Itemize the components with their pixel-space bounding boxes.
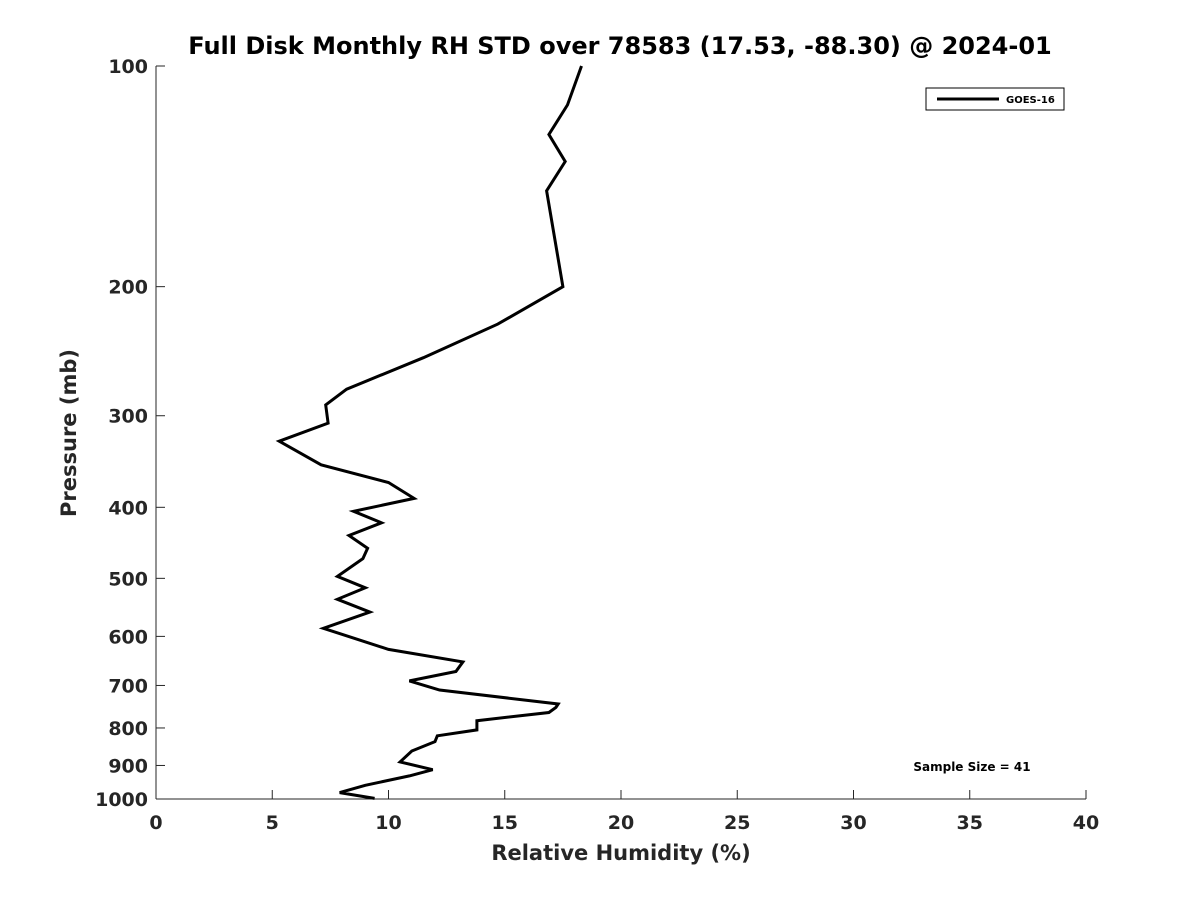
x-axis-label: Relative Humidity (%) — [491, 841, 750, 865]
y-tick-label: 600 — [108, 626, 148, 648]
x-tick-label: 5 — [266, 812, 279, 834]
y-tick-label: 700 — [108, 675, 148, 697]
y-tick-label: 500 — [108, 568, 148, 590]
y-tick-label: 100 — [108, 56, 148, 78]
x-tick-label: 20 — [608, 812, 634, 834]
plot-area — [156, 66, 1086, 799]
y-tick-label: 400 — [108, 497, 148, 519]
series-line-goes16 — [275, 65, 583, 800]
legend: GOES-16 — [925, 87, 1065, 111]
y-tick-label: 200 — [108, 277, 148, 299]
x-tick-label: 35 — [957, 812, 983, 834]
y-tick-label: 900 — [108, 755, 148, 777]
x-tick-label: 30 — [840, 812, 866, 834]
y-axis: 100 200 300 400 500 600 700 800 900 1000 — [95, 56, 165, 811]
legend-label-goes16: GOES-16 — [1006, 95, 1055, 106]
chart-title: Full Disk Monthly RH STD over 78583 (17.… — [188, 32, 1051, 60]
x-tick-label: 40 — [1073, 812, 1099, 834]
sample-size-annotation: Sample Size = 41 — [913, 760, 1030, 774]
y-tick-label: 800 — [108, 718, 148, 740]
y-tick-label: 1000 — [95, 789, 148, 811]
y-tick-label: 300 — [108, 406, 148, 428]
x-tick-label: 10 — [375, 812, 401, 834]
x-tick-label: 15 — [492, 812, 518, 834]
x-tick-label: 0 — [149, 812, 162, 834]
x-tick-label: 25 — [724, 812, 750, 834]
series-layer — [275, 65, 583, 800]
x-axis: 0 5 10 15 20 25 30 35 40 — [149, 790, 1099, 834]
y-axis-label: Pressure (mb) — [57, 349, 81, 517]
